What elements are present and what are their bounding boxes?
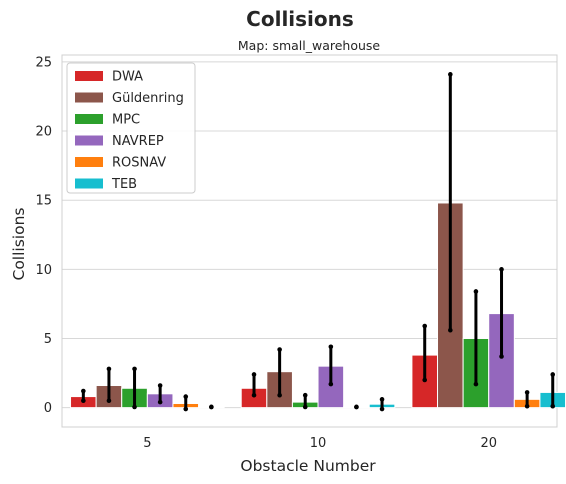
error-cap [329,344,334,349]
error-cap [132,367,137,372]
error-cap [81,398,86,403]
x-tick-label: 20 [480,436,497,451]
error-cap [158,400,163,405]
x-axis-label: Obstacle Number [240,457,376,475]
bars [71,203,566,408]
error-cap [252,372,257,377]
error-cap [380,407,385,412]
legend-label: MPC [112,113,140,128]
error-cap [499,267,504,272]
error-cap [448,72,453,77]
y-tick-label: 20 [35,125,52,140]
error-cap [380,397,385,402]
error-cap [303,393,308,398]
legend-label: TEB [111,177,137,192]
x-axis-ticks: 5 10 20 [143,436,497,451]
x-tick-label: 10 [310,436,327,451]
error-cap [303,405,308,410]
error-cap [209,405,214,410]
y-tick-label: 0 [44,401,52,416]
error-cap [252,393,257,398]
chart-subtitle: Map: small_warehouse [238,38,381,53]
y-tick-label: 10 [35,263,52,278]
legend-label: ROSNAV [112,156,166,171]
error-cap [474,289,479,294]
error-cap [422,324,427,329]
error-cap [525,404,530,409]
legend-label: DWA [112,70,143,85]
error-cap [550,372,555,377]
error-cap [329,382,334,387]
legend-swatch [75,179,103,189]
error-cap [183,394,188,399]
legend-swatch [75,71,103,81]
error-cap [525,390,530,395]
error-cap [550,404,555,409]
y-tick-label: 15 [35,194,52,209]
y-axis-ticks: 0 5 10 15 20 25 [35,55,52,416]
error-cap [448,328,453,333]
y-axis-label: Collisions [10,208,28,281]
y-tick-label: 5 [44,332,52,347]
error-cap [474,382,479,387]
legend-label: NAVREP [112,134,164,149]
error-cap [107,367,112,372]
legend-swatch [75,157,103,167]
error-cap [107,398,112,403]
x-tick-label: 5 [143,436,151,451]
legend: DWA Güldenring MPC NAVREP ROSNAV TEB [67,63,195,193]
error-cap [183,407,188,412]
legend-swatch [75,93,103,103]
y-tick-label: 25 [35,55,52,70]
legend-swatch [75,136,103,146]
error-cap [81,389,86,394]
error-cap [499,354,504,359]
legend-swatch [75,114,103,124]
error-cap [277,393,282,398]
error-cap [354,405,359,410]
chart-title: Collisions [246,7,354,31]
error-cap [132,405,137,410]
legend-label: Güldenring [112,91,184,106]
error-cap [158,383,163,388]
error-cap [277,347,282,352]
error-cap [422,378,427,383]
